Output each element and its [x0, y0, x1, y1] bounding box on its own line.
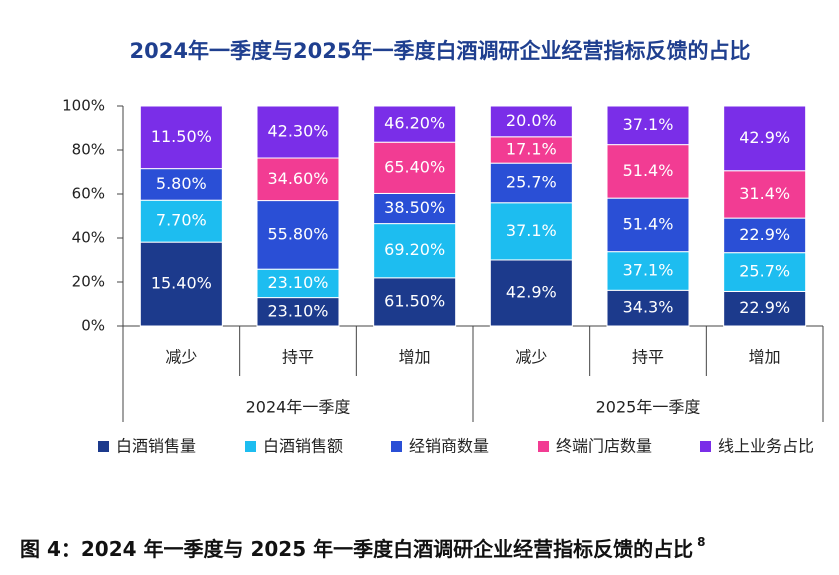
- bar-segment: [489, 162, 573, 204]
- data-label: 51.4%: [623, 214, 674, 233]
- data-label: 22.9%: [739, 225, 790, 244]
- data-label: 25.7%: [506, 172, 557, 191]
- group-label: 2025年一季度: [596, 398, 701, 417]
- x-tick-label: 减少: [515, 348, 547, 367]
- bar-segment: [606, 144, 690, 199]
- data-label: 15.40%: [151, 274, 212, 293]
- bar-segment: [373, 192, 457, 225]
- data-label: 46.20%: [384, 114, 445, 133]
- data-label: 25.7%: [739, 262, 790, 281]
- y-tick-label: 60%: [72, 185, 105, 203]
- legend-label: 线上业务占比: [718, 437, 814, 456]
- data-label: 42.30%: [267, 122, 328, 141]
- data-label: 23.10%: [267, 273, 328, 292]
- x-tick-label: 增加: [749, 348, 781, 367]
- caption-note: 8: [697, 535, 705, 549]
- legend-swatch: [98, 441, 109, 452]
- data-label: 37.1%: [623, 115, 674, 134]
- bar-segment: [373, 223, 457, 279]
- data-label: 55.80%: [267, 224, 328, 243]
- data-label: 17.1%: [506, 139, 557, 158]
- bar-segment: [373, 277, 457, 327]
- data-label: 42.9%: [506, 282, 557, 301]
- legend-swatch: [538, 441, 549, 452]
- bar-segment: [256, 157, 340, 202]
- data-label: 42.9%: [739, 128, 790, 147]
- bar-segment: [139, 241, 223, 327]
- y-tick-label: 40%: [72, 229, 105, 247]
- data-label: 23.10%: [267, 301, 328, 320]
- caption: 图 4：2024 年一季度与 2025 年一季度白酒调研企业经营指标反馈的占比 8: [20, 535, 705, 561]
- bar-segment: [489, 259, 573, 327]
- bar-segment: [723, 252, 807, 292]
- bar-segment: [489, 202, 573, 261]
- y-tick-label: 20%: [72, 273, 105, 291]
- legend-label: 白酒销售量: [116, 437, 196, 456]
- data-label: 65.40%: [384, 157, 445, 176]
- data-label: 5.80%: [156, 174, 207, 193]
- data-label: 69.20%: [384, 240, 445, 259]
- legend-swatch: [245, 441, 256, 452]
- data-label: 37.1%: [506, 221, 557, 240]
- legend-swatch: [700, 441, 711, 452]
- bar-segment: [489, 105, 573, 138]
- bar-segment: [256, 268, 340, 299]
- x-tick-label: 减少: [165, 348, 197, 367]
- x-tick-label: 持平: [632, 348, 664, 367]
- data-label: 61.50%: [384, 291, 445, 310]
- bar-segment: [139, 199, 223, 243]
- bar-segment: [723, 170, 807, 219]
- bar-segment: [723, 105, 807, 172]
- data-label: 51.4%: [623, 161, 674, 180]
- bar-segment: [256, 297, 340, 327]
- data-label: 37.1%: [623, 260, 674, 279]
- bar-segment: [723, 290, 807, 327]
- bar-segment: [606, 197, 690, 253]
- data-label: 22.9%: [739, 298, 790, 317]
- bar-segment: [139, 168, 223, 201]
- x-tick-label: 增加: [399, 348, 431, 367]
- bar-segment: [373, 105, 457, 143]
- y-tick-label: 0%: [81, 317, 105, 335]
- data-label: 34.60%: [267, 169, 328, 188]
- bar-segment: [489, 136, 573, 164]
- caption-text: 图 4：2024 年一季度与 2025 年一季度白酒调研企业经营指标反馈的占比: [20, 537, 693, 561]
- data-label: 20.0%: [506, 111, 557, 130]
- bar-segment: [606, 105, 690, 146]
- y-tick-label: 80%: [72, 141, 105, 159]
- bar-segment: [139, 105, 223, 170]
- y-tick-label: 100%: [62, 97, 105, 115]
- bar-segment: [606, 251, 690, 291]
- data-label: 31.4%: [739, 184, 790, 203]
- legend-label: 经销商数量: [409, 437, 489, 456]
- legend-label: 白酒销售额: [263, 437, 343, 456]
- x-tick-label: 持平: [282, 348, 314, 367]
- bar-segment: [256, 105, 340, 159]
- bar-segment: [606, 289, 690, 327]
- data-label: 7.70%: [156, 211, 207, 230]
- data-label: 38.50%: [384, 198, 445, 217]
- data-label: 11.50%: [151, 127, 212, 146]
- chart-title: 2024年一季度与2025年一季度白酒调研企业经营指标反馈的占比: [130, 39, 751, 63]
- legend-label: 终端门店数量: [556, 437, 652, 456]
- legend-swatch: [391, 441, 402, 452]
- bar-segment: [373, 141, 457, 194]
- group-label: 2024年一季度: [246, 398, 351, 417]
- data-label: 34.3%: [623, 298, 674, 317]
